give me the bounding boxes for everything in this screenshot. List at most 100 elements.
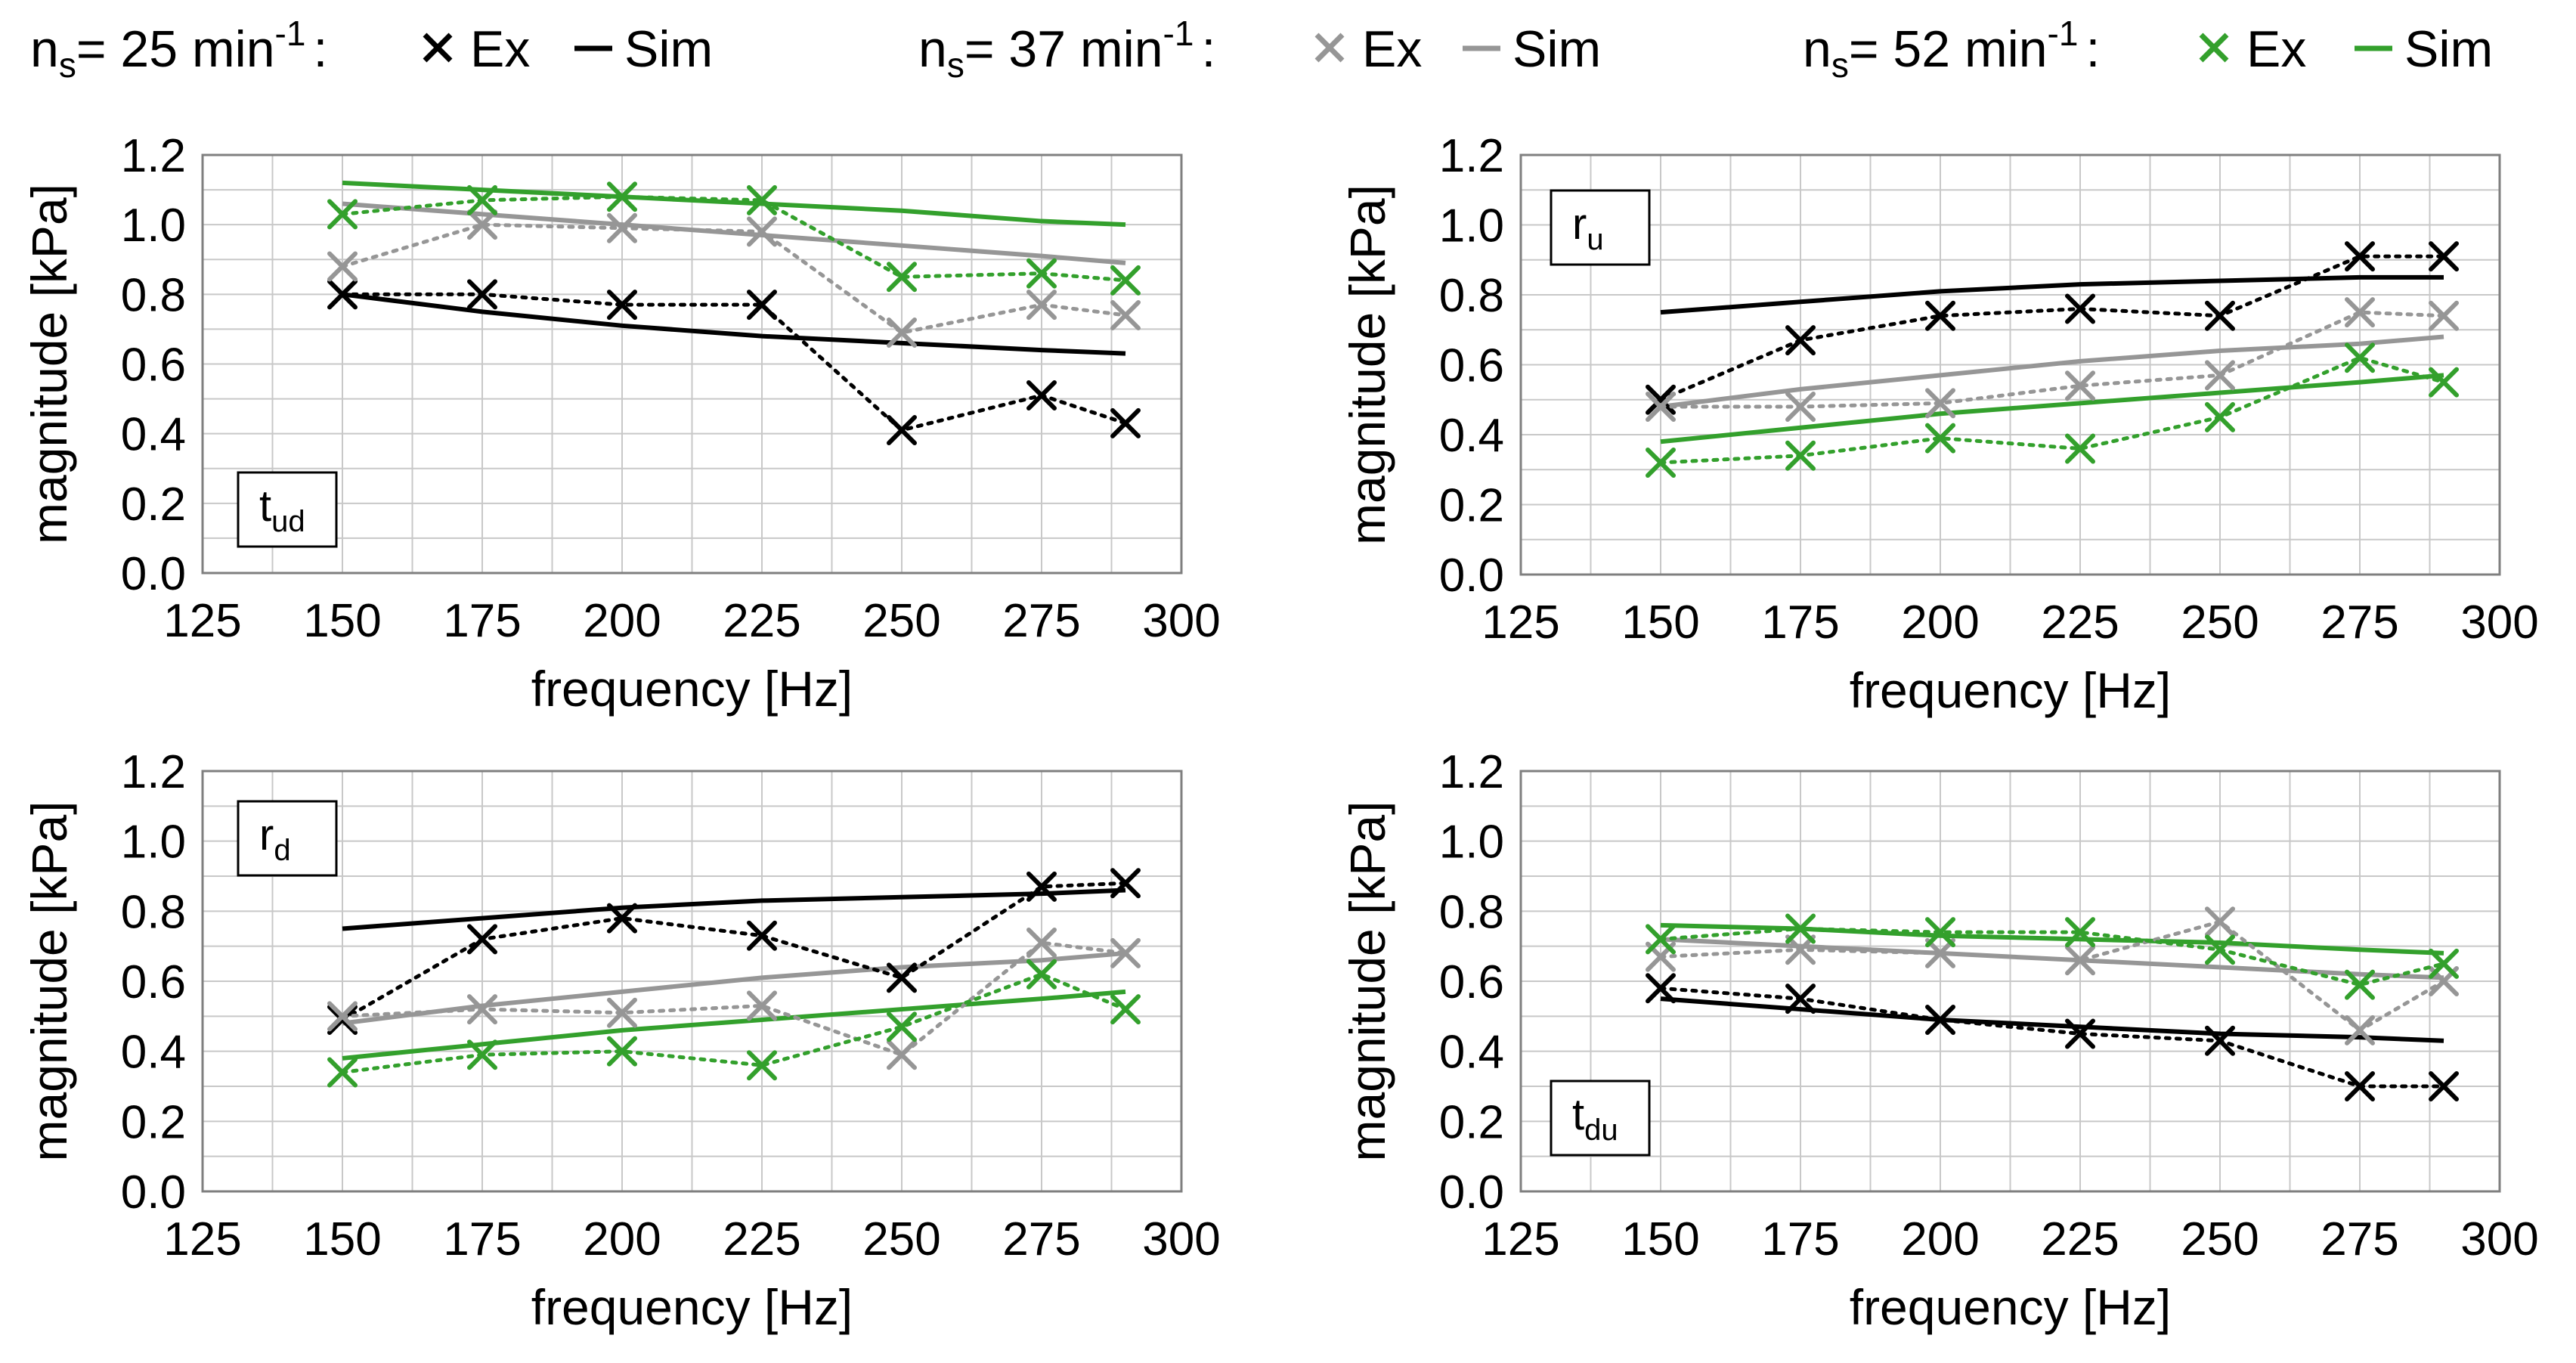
ex-marker-stroke: [2065, 945, 2095, 976]
ex-marker-stroke: [1785, 325, 1816, 356]
ex-marker: [467, 184, 497, 215]
ex-marker: [2065, 293, 2095, 324]
ex-marker-stroke: [1646, 384, 1676, 415]
ex-marker-stroke: [2065, 370, 2095, 401]
panel-label-box: [1550, 1080, 1651, 1157]
ex-marker-stroke: [747, 920, 777, 951]
ex-marker-stroke: [887, 1039, 917, 1070]
x-tick-label: 300: [2460, 596, 2538, 649]
panel-label: tud: [237, 471, 338, 548]
legend-group-25: ns= 25 min-1: Ex Sim: [30, 14, 713, 85]
ex-marker-stroke: [467, 994, 497, 1025]
x-axis-title: frequency [Hz]: [1850, 1279, 2172, 1335]
ex-marker: [607, 903, 637, 934]
ex-marker: [1646, 973, 1676, 1004]
y-axis-title: magnitude [kPa]: [21, 801, 77, 1162]
ex-marker-stroke: [2345, 241, 2375, 272]
x-tick-label: 150: [303, 595, 381, 647]
ex-marker: [1646, 448, 1676, 478]
ex-marker-stroke: [2205, 401, 2235, 432]
panel-label: ru: [1550, 189, 1651, 266]
y-tick-label: 1.2: [1439, 130, 1504, 182]
ex-marker-stroke: [1646, 448, 1676, 478]
ex-marker: [1925, 917, 1955, 948]
ex-marker: [2065, 945, 2095, 976]
x-tick-label: 300: [2460, 1213, 2538, 1265]
ex-marker: [887, 1011, 917, 1042]
ex-marker: [327, 1004, 358, 1035]
x-tick-label: 175: [1761, 1213, 1839, 1265]
x-tick-label: 200: [583, 595, 661, 647]
legend-37-label: ns= 37 min-1:: [918, 14, 1215, 85]
ex-marker-stroke: [2205, 360, 2235, 391]
x-tick-label: 275: [2321, 1213, 2398, 1265]
sim-line: [1660, 373, 2444, 445]
ex-marker-stroke: [2429, 300, 2459, 331]
y-tick-label: 0.4: [1439, 410, 1504, 462]
panel-label-box: [237, 800, 338, 877]
panel-label-text: tud: [259, 482, 305, 538]
ex-marker-stroke: [1110, 265, 1141, 296]
ex-marker: [747, 216, 777, 247]
x-tick-label: 225: [2041, 1213, 2119, 1265]
ex-marker: [747, 990, 777, 1021]
y-tick-label: 0.2: [1439, 480, 1504, 532]
ex-marker: [2205, 906, 2235, 937]
sim-line: [1660, 274, 2444, 315]
x-tick-label: 225: [2041, 596, 2119, 649]
y-axis-title: magnitude [kPa]: [1339, 801, 1395, 1162]
plot-frame: [1519, 153, 2501, 576]
ex-marker-stroke: [327, 199, 358, 230]
ex-marker: [1026, 379, 1057, 410]
ex-marker: [327, 199, 358, 230]
ex-marker-stroke: [2065, 917, 2095, 948]
legend-37-sim-label: Sim: [1512, 20, 1601, 78]
ex-marker: [887, 962, 917, 993]
x-tick-label: 125: [1482, 1213, 1559, 1265]
ex-marker: [1785, 440, 1816, 471]
ex-marker-stroke: [2345, 1071, 2375, 1101]
ex-marker: [1646, 924, 1676, 955]
ex-marker-stroke: [607, 181, 637, 212]
x-axis-title: frequency [Hz]: [531, 661, 853, 717]
ex-marker-stroke: [1785, 934, 1816, 965]
legend: ns= 25 min-1: Ex Sim ns= 37 min-1: Ex Si…: [30, 14, 2493, 85]
ex-marker-stroke: [1785, 440, 1816, 471]
x-tick-label: 175: [1761, 596, 1839, 649]
ex-marker-stroke: [327, 1001, 358, 1032]
ex-marker-stroke: [607, 903, 637, 934]
ex-marker: [887, 318, 917, 348]
ex-marker: [2345, 297, 2375, 328]
ex-marker-stroke: [467, 924, 497, 955]
ex-marker: [1026, 959, 1057, 990]
plot-frame: [201, 770, 1183, 1193]
y-tick-label: 0.6: [1439, 340, 1504, 392]
ex-marker-stroke: [747, 184, 777, 215]
ex-marker: [327, 251, 358, 282]
x-tick-label: 250: [862, 595, 940, 647]
ex-marker: [1785, 392, 1816, 422]
ex-marker: [2429, 367, 2459, 398]
panel-label: rd: [237, 800, 338, 877]
ex-marker-stroke: [2429, 1071, 2459, 1101]
ex-marker-stroke: [1925, 423, 1955, 454]
ex-marker: [607, 997, 637, 1028]
x-tick-label: 150: [1621, 596, 1699, 649]
ex-marker-stroke: [1110, 994, 1141, 1025]
x-tick-label: 225: [723, 595, 800, 647]
ex-marker: [1110, 299, 1141, 330]
sim-line: [342, 180, 1126, 228]
ex-marker-stroke: [1646, 924, 1676, 955]
ex-marker: [2345, 241, 2375, 272]
x-tick-label: 150: [303, 1213, 381, 1265]
ex-marker-stroke: [1785, 984, 1816, 1015]
x-tick-label: 275: [1002, 595, 1080, 647]
ex-marker-stroke: [2429, 948, 2459, 979]
ex-marker: [2345, 1015, 2375, 1045]
ex-marker: [327, 1057, 358, 1088]
y-tick-label: 0.4: [121, 409, 186, 461]
y-tick-label: 1.0: [121, 200, 186, 252]
y-tick-label: 1.2: [121, 130, 186, 182]
ex-marker-stroke: [327, 279, 358, 310]
ex-marker: [887, 1039, 917, 1070]
